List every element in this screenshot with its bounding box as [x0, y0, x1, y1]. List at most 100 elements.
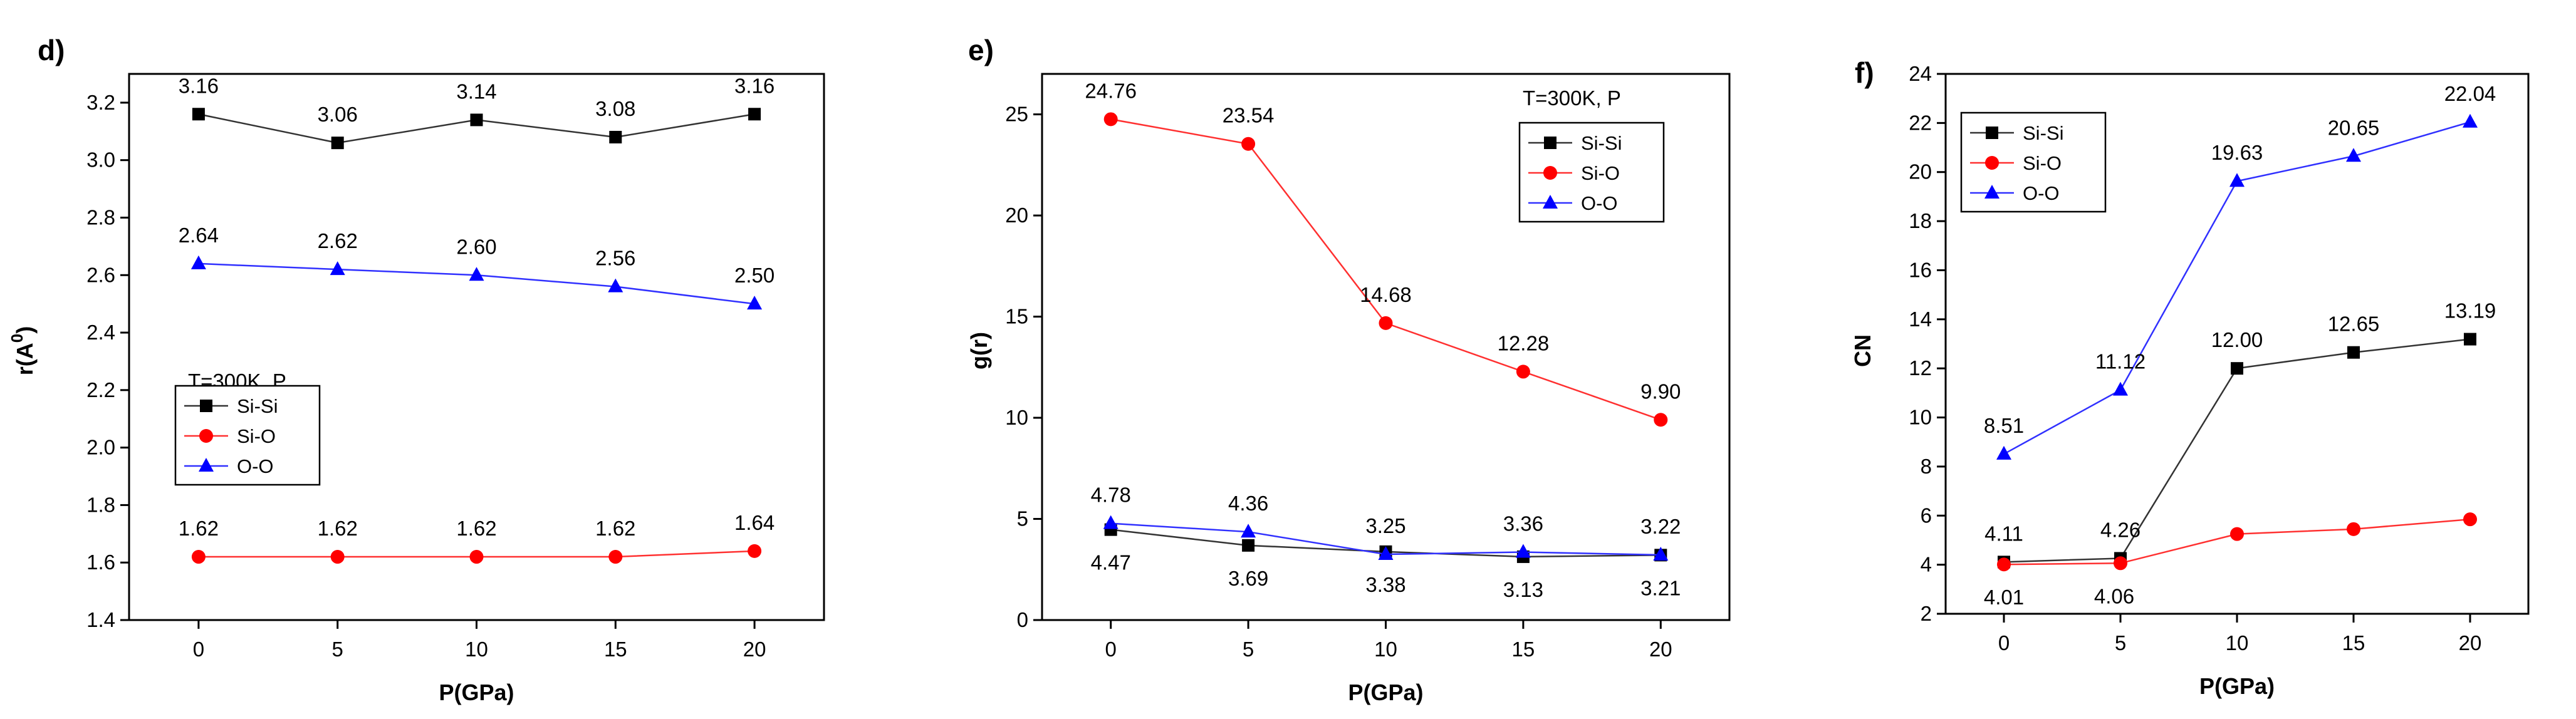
y-tick-label: 2.0 [86, 436, 115, 459]
panel-letter: f) [1855, 56, 1874, 89]
data-point-si-si [470, 113, 483, 127]
x-tick-label: 5 [1243, 638, 1254, 661]
x-tick-label: 5 [2115, 631, 2126, 654]
data-point-o-o [747, 296, 763, 310]
data-point-si-si [2464, 333, 2476, 346]
legend-marker [1986, 127, 1998, 139]
y-tick-label: 10 [1005, 406, 1028, 429]
data-point-si-o [2463, 512, 2477, 527]
data-point-si-si [1242, 539, 1255, 552]
x-tick-label: 0 [1998, 631, 2010, 654]
data-label: 4.26 [2100, 518, 2141, 541]
data-label: 11.12 [2095, 350, 2146, 373]
data-label: 3.25 [1365, 514, 1405, 537]
y-axis-title-main: CN [1850, 334, 1875, 367]
y-tick-label: 18 [1909, 209, 1932, 232]
data-point-o-o [190, 255, 206, 269]
y-tick-label: 3.0 [86, 148, 115, 172]
data-point-o-o [469, 267, 484, 281]
y-tick-label: 0 [1017, 608, 1028, 631]
y-axis-title-superscript: 0 [8, 334, 26, 343]
data-label: 1.64 [734, 511, 774, 534]
y-tick-label: 10 [1909, 406, 1932, 429]
y-tick-label: 2.4 [86, 321, 115, 344]
data-point-o-o [1996, 445, 2011, 460]
y-tick-label: 12 [1909, 356, 1932, 380]
data-label: 20.65 [2328, 116, 2380, 139]
x-axis-title: P(GPa) [2199, 673, 2275, 699]
data-point-si-o [330, 550, 345, 564]
x-tick-label: 0 [1105, 638, 1117, 661]
data-label: 4.36 [1228, 492, 1268, 515]
y-tick-label: 24 [1909, 62, 1932, 85]
x-tick-label: 20 [2459, 631, 2482, 654]
data-point-si-si [748, 108, 761, 121]
legend-marker [1984, 185, 2000, 199]
x-tick-label: 5 [332, 638, 343, 661]
x-tick-label: 10 [465, 638, 488, 661]
data-label: 1.62 [456, 517, 496, 540]
data-label: 19.63 [2211, 141, 2263, 164]
y-tick-label: 2.2 [86, 378, 115, 401]
data-label: 3.08 [595, 97, 635, 120]
data-label: 3.38 [1365, 573, 1405, 596]
data-point-si-o [191, 550, 206, 564]
y-tick-label: 1.4 [86, 608, 115, 631]
data-point-o-o [2463, 113, 2478, 128]
data-point-o-o [2346, 148, 2361, 162]
data-label: 3.06 [318, 103, 358, 126]
y-tick-label: 2.6 [86, 263, 115, 286]
legend-label: O-O [237, 455, 274, 477]
data-label: 22.04 [2444, 82, 2496, 105]
data-label: 3.16 [179, 74, 219, 97]
data-label: 23.54 [1223, 104, 1275, 127]
legend-marker [199, 429, 213, 443]
x-tick-label: 15 [2342, 631, 2365, 654]
data-label: 12.65 [2328, 313, 2380, 336]
legend-marker [199, 458, 214, 472]
x-axis-title: P(GPa) [1348, 680, 1423, 705]
data-label: 3.13 [1503, 578, 1543, 601]
data-point-si-o [1997, 557, 2011, 572]
data-label: 8.51 [1984, 414, 2024, 437]
legend-label: Si-Si [1581, 132, 1622, 154]
data-point-si-si [2231, 362, 2243, 375]
data-point-o-o [1515, 544, 1531, 558]
y-tick-label: 2.8 [86, 205, 115, 229]
data-label: 4.01 [1984, 586, 2024, 609]
data-point-si-o [1654, 413, 1668, 427]
data-label: 3.14 [456, 80, 496, 103]
data-label: 2.64 [179, 224, 219, 247]
y-axis-title-main: r(A [12, 343, 38, 375]
chart-panel-3: f)0 5 10 15 2024681012141618202224P(GPa)CN4.… [1850, 56, 2530, 699]
y-tick-label: 5 [1017, 507, 1028, 530]
x-tick-label: 15 [604, 638, 627, 661]
data-label: 3.16 [734, 74, 774, 97]
y-tick-label: 1.6 [86, 551, 115, 574]
data-point-si-o [1379, 316, 1393, 330]
y-tick-label: 14 [1909, 308, 1932, 331]
data-point-o-o [1378, 546, 1394, 561]
data-point-o-o [2113, 381, 2128, 396]
y-tick-label: 20 [1909, 160, 1932, 184]
data-label: 3.36 [1503, 512, 1543, 535]
y-tick-label: 16 [1909, 258, 1932, 281]
data-point-o-o [1241, 524, 1256, 538]
data-label: 1.62 [179, 517, 219, 540]
y-axis-title-main: g(r) [966, 332, 992, 370]
data-label: 2.50 [734, 264, 774, 287]
legend-marker [1543, 195, 1558, 209]
data-point-si-o [469, 550, 484, 564]
data-point-si-si [609, 130, 622, 143]
y-tick-label: 15 [1005, 305, 1028, 328]
y-tick-label: 22 [1909, 111, 1932, 134]
legend-label: Si-O [1581, 162, 1620, 184]
data-label: 4.47 [1091, 551, 1131, 574]
data-label: 2.62 [318, 229, 358, 252]
data-label: 12.00 [2211, 328, 2263, 351]
data-point-si-si [192, 108, 205, 121]
y-tick-label: 3.2 [86, 91, 115, 114]
legend-label: Si-O [237, 425, 276, 447]
data-label: 4.11 [1984, 522, 2023, 545]
legend-marker [200, 400, 212, 412]
